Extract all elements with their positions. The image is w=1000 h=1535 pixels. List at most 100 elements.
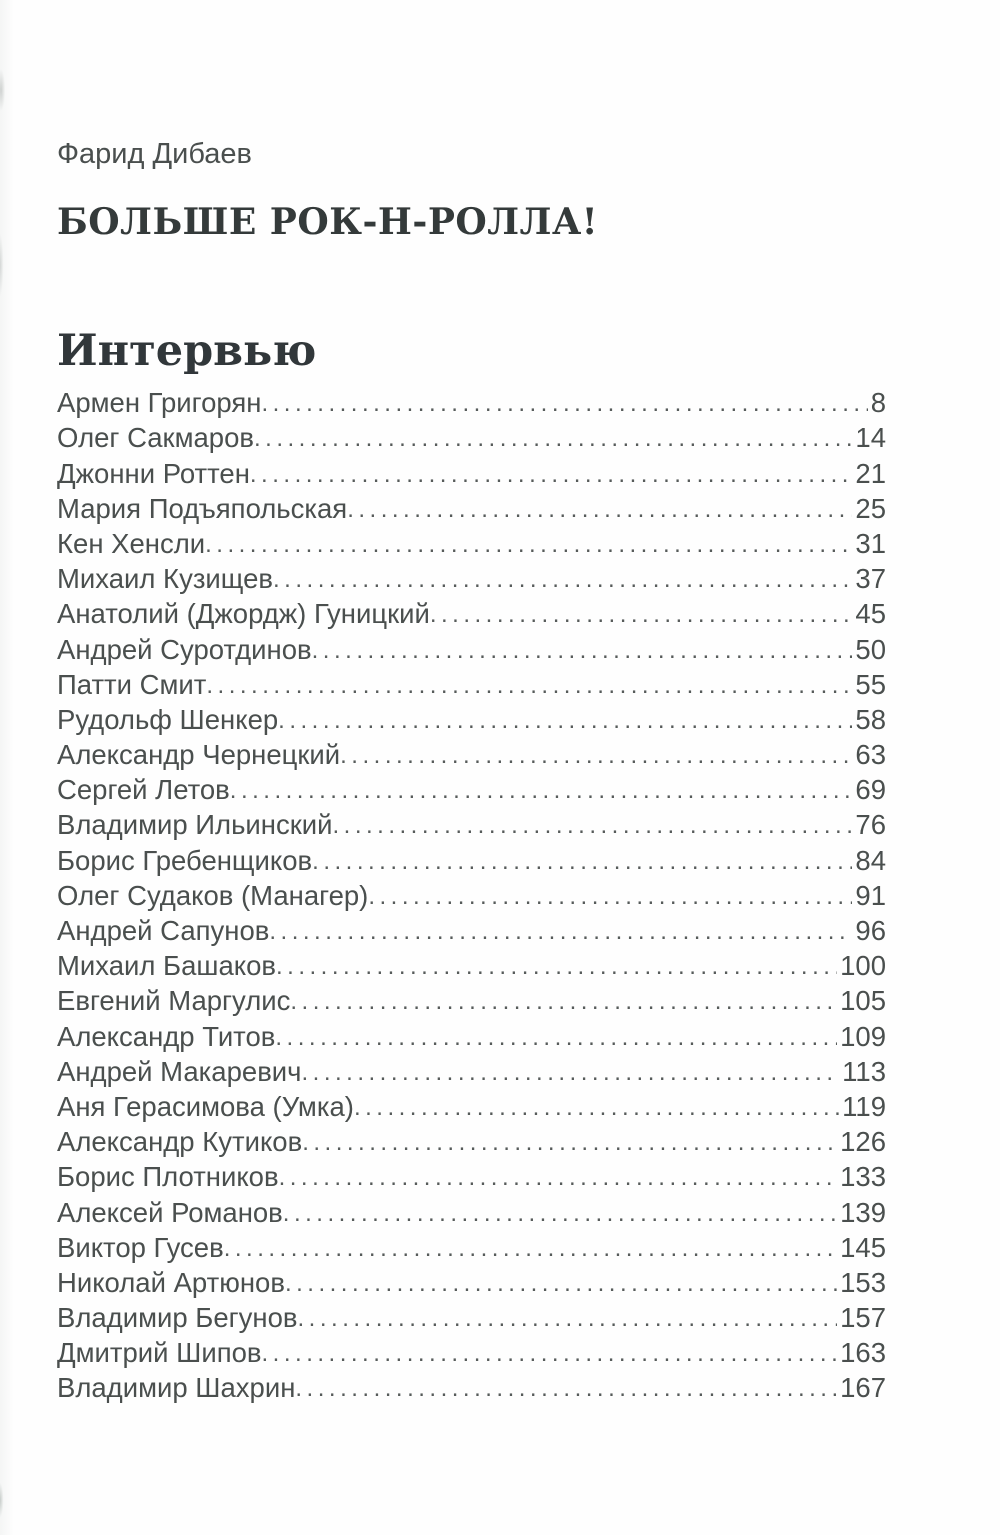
toc-leader-dots [261, 390, 867, 418]
toc-row: Владимир Шахрин 167 [57, 1372, 886, 1407]
toc-leader-dots [250, 461, 853, 489]
toc-row: Александр Чернецкий 63 [57, 739, 886, 774]
toc-leader-dots [269, 918, 852, 946]
toc-entry-name: Михаил Кузищев [57, 563, 274, 595]
toc-page-number: 109 [840, 1020, 886, 1052]
toc-leader-dots [302, 1059, 840, 1087]
toc-leader-dots [230, 777, 853, 805]
toc-leader-dots [254, 425, 852, 453]
toc-entry-name: Мария Подъяпольская [57, 492, 348, 524]
section-title: Интервью [57, 325, 317, 376]
toc-row: Олег Сакмаров 14 [57, 422, 886, 457]
toc-page-number: 96 [855, 915, 886, 947]
toc-leader-dots [368, 883, 852, 911]
toc-entry-name: Рудольф Шенкер [57, 703, 279, 735]
toc-entry-name: Евгений Маргулис [57, 985, 291, 1017]
toc-leader-dots [430, 601, 853, 629]
toc-entry-name: Борис Плотников [57, 1161, 279, 1193]
toc-page-number: 45 [855, 598, 886, 630]
toc-leader-dots [273, 566, 852, 594]
toc-entry-name: Михаил Башаков [57, 950, 276, 982]
toc-entry-name: Владимир Бегунов [57, 1302, 298, 1334]
toc-page-number: 84 [855, 844, 886, 876]
toc-row: Олег Судаков (Манагер) 91 [57, 880, 886, 915]
toc-row: Александр Кутиков 126 [57, 1126, 886, 1161]
toc-leader-dots [276, 953, 837, 981]
toc-row: Мария Подъяпольская 25 [57, 493, 886, 528]
toc-entry-name: Джонни Роттен [57, 457, 250, 489]
toc-row: Андрей Суротдинов 50 [57, 634, 886, 669]
toc-page-number: 25 [855, 492, 886, 524]
toc-row: Евгений Маргулис 105 [57, 985, 886, 1020]
book-title: БОЛЬШЕ РОК-Н-РОЛЛА! [57, 201, 599, 244]
toc-entry-name: Олег Сакмаров [57, 422, 254, 454]
toc-row: Михаил Башаков 100 [57, 950, 886, 985]
toc-row: Сергей Летов 69 [57, 774, 886, 809]
toc-leader-dots [290, 988, 837, 1016]
toc-leader-dots [332, 812, 852, 840]
toc-page-number: 31 [855, 527, 886, 559]
toc-leader-dots [302, 1129, 837, 1157]
toc-leader-dots [275, 1024, 837, 1052]
toc-page-number: 50 [855, 633, 886, 665]
toc-leader-dots [279, 1164, 838, 1192]
toc-row: Владимир Ильинский 76 [57, 809, 886, 844]
toc-row: Дмитрий Шипов 163 [57, 1337, 886, 1372]
toc-entry-name: Виктор Гусев [57, 1231, 224, 1263]
toc-entry-name: Александр Чернецкий [57, 739, 341, 771]
toc-leader-dots [262, 1340, 838, 1368]
toc-page-number: 105 [840, 985, 886, 1017]
toc-entry-name: Патти Смит [57, 668, 207, 700]
toc-row: Армен Григорян 8 [57, 387, 886, 422]
toc-row: Владимир Бегунов 157 [57, 1302, 886, 1337]
toc-leader-dots [340, 742, 852, 770]
toc-row: Борис Гребенщиков 84 [57, 845, 886, 880]
toc-page-number: 113 [842, 1055, 886, 1087]
toc-page-number: 58 [855, 703, 886, 735]
toc-entry-name: Александр Кутиков [57, 1126, 303, 1158]
toc-row: Николай Артюнов 153 [57, 1267, 886, 1302]
toc-page-number: 100 [840, 950, 886, 982]
toc-entry-name: Александр Титов [57, 1020, 276, 1052]
toc-page-number: 91 [855, 879, 886, 911]
toc-entry-name: Армен Григорян [57, 387, 262, 419]
toc-page-number: 21 [855, 457, 886, 489]
toc-entry-name: Борис Гребенщиков [57, 844, 313, 876]
toc-entry-name: Владимир Шахрин [57, 1372, 296, 1404]
toc-entry-name: Алексей Романов [57, 1196, 283, 1228]
toc-leader-dots [224, 1235, 837, 1263]
toc-row: Андрей Сапунов 96 [57, 915, 886, 950]
toc-row: Александр Титов 109 [57, 1021, 886, 1056]
toc-leader-dots [295, 1375, 837, 1403]
toc-entry-name: Анатолий (Джордж) Гуницкий [57, 598, 430, 630]
toc-page-number: 55 [855, 668, 886, 700]
toc-row: Джонни Роттен 21 [57, 458, 886, 493]
toc-row: Кен Хенсли 31 [57, 528, 886, 563]
toc-entry-name: Андрей Сапунов [57, 915, 270, 947]
toc-row: Алексей Романов 139 [57, 1197, 886, 1232]
toc-page-number: 119 [842, 1090, 886, 1122]
toc-leader-dots [278, 707, 852, 735]
toc-page-number: 157 [840, 1302, 886, 1334]
toc-row: Рудольф Шенкер 58 [57, 704, 886, 739]
toc-leader-dots [354, 1094, 839, 1122]
toc-row: Михаил Кузищев 37 [57, 563, 886, 598]
toc-page-number: 133 [840, 1161, 886, 1193]
toc-entry-name: Сергей Летов [57, 774, 230, 806]
toc-row: Борис Плотников 133 [57, 1161, 886, 1196]
toc-entry-name: Олег Судаков (Манагер) [57, 879, 369, 911]
toc-leader-dots [205, 531, 852, 559]
page-content: Фарид Дибаев БОЛЬШЕ РОК-Н-РОЛЛА! Интервь… [57, 0, 886, 1408]
toc-leader-dots [285, 1270, 837, 1298]
toc-leader-dots [347, 496, 852, 524]
toc-page-number: 145 [840, 1231, 886, 1263]
toc-entry-name: Владимир Ильинский [57, 809, 333, 841]
toc-page-number: 76 [855, 809, 886, 841]
author-name: Фарид Дибаев [57, 138, 252, 170]
toc-entry-name: Андрей Макаревич [57, 1055, 302, 1087]
toc-entry-name: Аня Герасимова (Умка) [57, 1090, 354, 1122]
toc-page-number: 8 [870, 387, 886, 419]
toc-leader-dots [312, 637, 853, 665]
toc-page-number: 14 [855, 422, 886, 454]
